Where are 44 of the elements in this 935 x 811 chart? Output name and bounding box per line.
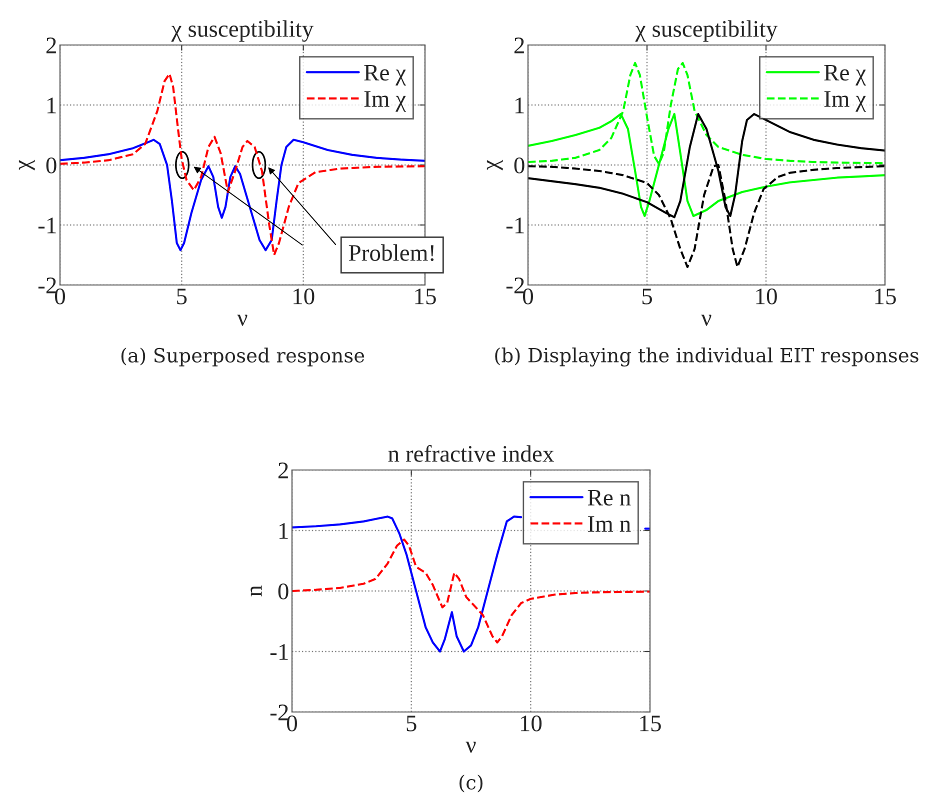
y-tick-label: 0 [46,157,56,174]
y-tick-label: 2 [46,38,56,54]
chart-title: χ susceptibility [171,20,314,42]
x-tick-label: 5 [406,716,416,732]
y-tick-label: -1 [506,218,524,234]
chart-title: n refractive index [388,445,554,462]
y-axis-title: χ [486,160,503,170]
x-tick-label: 15 [875,288,896,304]
y-tick-label: -1 [38,218,56,234]
annotation: Problem! [348,244,434,262]
x-tick-label: 10 [520,715,542,732]
legend-label: Re n [588,490,631,506]
line-series [292,538,650,644]
y-tick-label: -2 [506,278,524,294]
text: (c) [460,774,482,792]
y-tick-label: 1 [279,523,288,539]
chart-title: χ susceptibility [635,20,778,42]
y-tick-label: 0 [278,583,288,600]
y-tick-label: -1 [270,644,288,660]
legend-label: Im χ [824,91,866,112]
x-tick-label: 10 [294,288,314,304]
x-tick-label: 15 [415,288,436,304]
y-axis-title: χ [18,160,35,170]
y-tick-label: 1 [47,98,56,114]
x-axis-title: ν [701,314,712,326]
y-tick-label: -2 [38,278,56,294]
legend-label: Im χ [364,91,406,112]
y-tick-label: 2 [514,38,524,54]
x-axis-title: ν [237,314,248,326]
x-axis-title: ν [466,742,476,753]
y-tick-label: -2 [270,704,288,720]
text: (a) Superposed response [121,348,364,366]
y-tick-label: 2 [278,462,288,478]
y-tick-label: 0 [514,157,524,174]
x-tick-label: 15 [640,716,661,732]
legend-label: Re χ [364,64,406,86]
y-tick-label: 1 [515,98,524,114]
y-axis-title: n [250,585,262,596]
x-tick-label: 10 [756,288,777,304]
text: (b) Displaying the individual EIT responses [495,347,918,367]
x-tick-label: 5 [642,288,652,304]
legend-label: Im n [588,516,631,532]
legend-label: Re χ [824,64,866,86]
x-tick-label: 5 [177,288,187,304]
